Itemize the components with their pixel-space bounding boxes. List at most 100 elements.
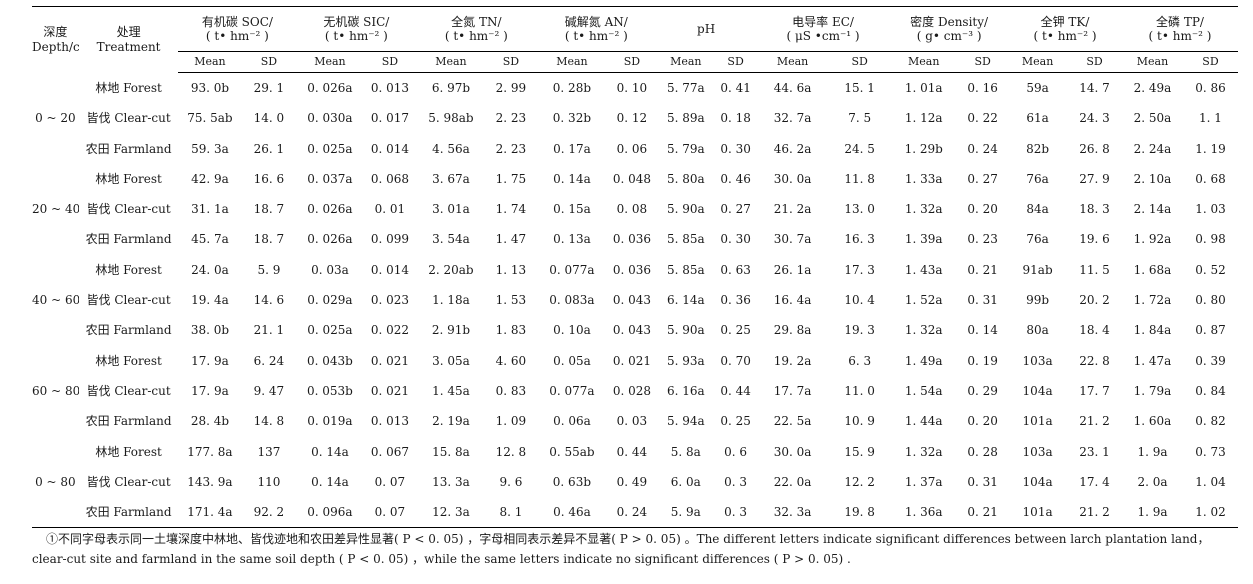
sd-cell: 14. 0 xyxy=(253,111,285,126)
mean-cell: 99b xyxy=(1026,293,1050,308)
table-row: 林地 Forest 93. 0b 29. 1 0. 026a 0. 013 6. 97b 2… xyxy=(32,73,1238,104)
mean-cell: 2. 19a xyxy=(432,414,470,429)
depth-cell xyxy=(32,73,79,104)
depth-header-cn: 深度 xyxy=(43,25,68,40)
sd-cell: 2. 23 xyxy=(495,111,527,126)
mean-cell: 1. 37a xyxy=(904,474,943,489)
depth-cell xyxy=(32,406,79,436)
sd-cell: 0. 043 xyxy=(612,293,651,308)
sd-cell: 0. 067 xyxy=(370,444,409,459)
sd-cell: 0. 83 xyxy=(495,383,527,398)
mean-cell: 5. 9a xyxy=(656,497,716,529)
sd-cell: 0. 06 xyxy=(616,141,648,156)
sd-cell: 26. 1 xyxy=(253,141,285,156)
mean-cell: 5. 80a xyxy=(666,171,705,186)
group-header-soc: 有机碳 SOC/( t• hm⁻² ) xyxy=(178,7,296,52)
sd-cell: 20. 2 xyxy=(1079,293,1110,308)
mean-cell: 0. 019a xyxy=(307,414,353,429)
mean-cell: 5. 85a xyxy=(666,232,705,247)
depth-header: 深度 Depth/cm xyxy=(32,7,79,73)
sd-cell: 19. 3 xyxy=(844,323,875,338)
group-unit: ( t• hm⁻² ) xyxy=(324,29,388,43)
mean-cell: 0. 14a xyxy=(311,444,349,459)
sd-cell: 0. 068 xyxy=(370,171,409,186)
group-header-sic: 无机碳 SIC/( t• hm⁻² ) xyxy=(296,7,416,52)
mean-cell: 143. 9a xyxy=(187,474,233,489)
mean-cell: 28. 4b xyxy=(190,414,230,429)
sd-cell: 15. 9 xyxy=(844,444,875,459)
sd-cell: 1. 13 xyxy=(495,262,527,277)
sd-cell: 0. 3 xyxy=(715,497,756,529)
sd-cell: 18. 7 xyxy=(253,232,285,247)
sd-cell: 0. 36 xyxy=(720,293,751,308)
mean-cell: 32. 7a xyxy=(773,111,812,126)
table-row: 林地 Forest 17. 9a 6. 24 0. 043b 0. 021 3. 05a 4… xyxy=(32,346,1238,376)
mean-cell: 1. 32a xyxy=(904,444,943,459)
mean-cell: 1. 33a xyxy=(904,171,943,186)
mean-cell: 26. 1a xyxy=(773,262,812,277)
group-name: 碱解氮 AN/ xyxy=(564,14,628,29)
mean-cell: 0. 026a xyxy=(307,202,353,217)
sd-cell: 0. 014 xyxy=(370,141,409,156)
sd-header: SD xyxy=(363,51,417,73)
sd-cell: 24. 5 xyxy=(844,141,875,156)
mean-cell: 3. 01a xyxy=(432,202,470,217)
mean-cell: 2. 0a xyxy=(1137,474,1168,489)
mean-cell: 5. 89a xyxy=(666,111,705,126)
group-header-tn: 全氮 TN/( t• hm⁻² ) xyxy=(416,7,536,52)
mean-cell: 5. 94a xyxy=(666,414,705,429)
sd-cell: 1. 19 xyxy=(1195,141,1226,156)
mean-cell: 0. 03a xyxy=(311,262,349,277)
mean-cell: 17. 7a xyxy=(773,383,812,398)
mean-cell: 1. 52a xyxy=(904,293,943,308)
mean-header: Mean xyxy=(296,51,364,73)
table-row: 0 ~ 80 皆伐 Clear-cut 143. 9a 110 0. 14a 0. 07 1… xyxy=(32,467,1238,497)
mean-cell: 3. 67a xyxy=(432,171,470,186)
mean-cell: 1. 32a xyxy=(904,202,943,217)
sd-cell: 18. 4 xyxy=(1079,323,1110,338)
sd-cell: 1. 83 xyxy=(495,323,527,338)
sd-cell: 0. 022 xyxy=(370,323,409,338)
mean-cell: 31. 1a xyxy=(191,202,229,217)
sd-cell: 0. 048 xyxy=(612,171,651,186)
table-body: 林地 Forest 93. 0b 29. 1 0. 026a 0. 013 6. 97b 2… xyxy=(32,73,1238,529)
sd-cell: 0. 84 xyxy=(1195,383,1226,398)
mean-cell: 30. 0a xyxy=(773,171,812,186)
sd-cell: 6. 24 xyxy=(253,353,285,368)
group-unit: ( t• hm⁻² ) xyxy=(564,29,628,43)
sd-cell: 0. 25 xyxy=(720,323,751,338)
mean-cell: 1. 49a xyxy=(904,353,943,368)
sd-cell: 0. 08 xyxy=(616,202,648,217)
mean-cell: 6. 97b xyxy=(431,80,471,95)
sd-cell: 0. 70 xyxy=(720,353,751,368)
mean-cell: 59a xyxy=(1026,80,1049,95)
mean-cell: 5. 77a xyxy=(666,80,705,95)
sd-cell: 11. 5 xyxy=(1079,262,1110,277)
depth-cell xyxy=(32,224,79,254)
treatment-cell: 皆伐 Clear-cut xyxy=(86,111,171,126)
sd-header: SD xyxy=(829,51,891,73)
mean-cell: 0. 14a xyxy=(311,474,349,489)
sd-cell: 2. 99 xyxy=(495,80,527,95)
group-name: 全氮 TN/ xyxy=(451,14,502,29)
group-header-tk: 全钾 TK/( t• hm⁻² ) xyxy=(1008,7,1122,52)
sd-cell: 5. 9 xyxy=(257,262,281,277)
sd-cell: 10. 4 xyxy=(844,293,875,308)
mean-cell: 6. 14a xyxy=(666,293,705,308)
sd-cell: 0. 036 xyxy=(612,232,651,247)
mean-cell: 75. 5ab xyxy=(187,111,233,126)
table-row: 农田 Farmland 59. 3a 26. 1 0. 025a 0. 014 4. 56… xyxy=(32,134,1238,164)
mean-header: Mean xyxy=(1008,51,1068,73)
table-row: 农田 Farmland 28. 4b 14. 8 0. 019a 0. 013 2. 19… xyxy=(32,406,1238,436)
treatment-cell: 农田 Farmland xyxy=(85,414,172,429)
sd-cell: 0. 021 xyxy=(612,353,651,368)
table-row: 林地 Forest 42. 9a 16. 6 0. 037a 0. 068 3. 67a 1… xyxy=(32,164,1238,194)
treatment-cell: 林地 Forest xyxy=(95,262,162,277)
mean-cell: 2. 91b xyxy=(431,323,471,338)
sd-cell: 0. 49 xyxy=(616,474,648,489)
group-unit: ( t• hm⁻² ) xyxy=(1148,29,1212,43)
mean-cell: 42. 9a xyxy=(191,171,229,186)
table-row: 农田 Farmland 45. 7a 18. 7 0. 026a 0. 099 3. 54… xyxy=(32,224,1238,254)
sd-cell: 0. 31 xyxy=(967,293,998,308)
mean-cell: 1. 18a xyxy=(432,293,470,308)
